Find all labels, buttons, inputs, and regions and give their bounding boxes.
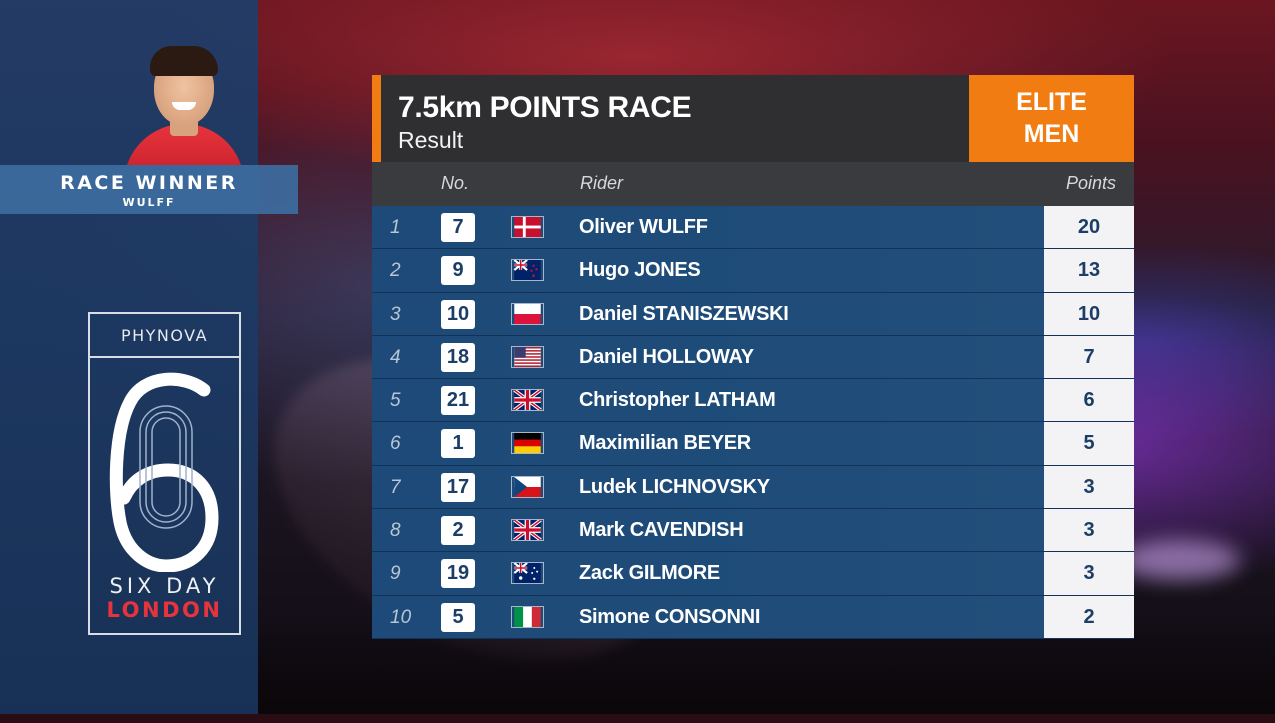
winner-avatar [118,44,250,165]
category-elite: ELITE [1016,88,1087,116]
points-value: 6 [1083,389,1095,412]
rider-number-badge: 21 [441,386,475,416]
race-subtitle: Result [398,127,464,153]
rider-name: Simone CONSONNI [579,605,761,628]
rider-number-badge: 1 [441,429,475,459]
rider-number-badge: 19 [441,559,475,589]
points-value: 3 [1083,519,1095,542]
points-cell: 5 [1044,422,1134,465]
results-panel: 7.5km POINTS RACE Result ELITE MEN No. R… [372,75,1134,639]
flag-icon-gbr [511,389,544,412]
column-header-number: No. [441,173,470,193]
rider-name: Christopher LATHAM [579,389,776,412]
flag-icon-ger [511,432,544,455]
table-row: 4 18 Daniel HOLLOWAY 7 [372,335,1134,380]
flag-icon-ita [511,605,544,628]
points-value: 3 [1083,562,1095,585]
rider-name: Maximilian BEYER [579,432,751,455]
flag-icon-den [511,216,544,238]
points-cell: 13 [1044,249,1134,292]
column-header-points: Points [1065,173,1116,193]
table-row: 5 21 Christopher LATHAM 6 [372,379,1134,423]
points-cell: 3 [1044,509,1134,552]
column-header-rider: Rider [580,173,624,193]
points-value: 5 [1083,432,1095,455]
category-men: MEN [1023,120,1080,148]
position-label: 3 [390,303,401,325]
points-cell: 3 [1044,465,1134,509]
position-label: 9 [390,563,401,585]
rider-number-badge: 18 [441,342,475,372]
table-row: 10 5 Simone CONSONNI 2 [372,595,1134,639]
table-row: 2 9 Hugo JONES 13 [372,249,1134,293]
flag-icon-aus [511,562,544,585]
points-value: 3 [1083,475,1095,498]
rider-name: Oliver WULFF [579,216,708,238]
rider-name: Daniel STANISZEWSKI [579,302,789,325]
column-header-row: No. Rider Points [372,162,1134,206]
points-value: 13 [1077,259,1101,282]
flag-icon-pol [511,302,544,325]
position-label: 1 [390,217,401,238]
results-header: 7.5km POINTS RACE Result ELITE MEN [372,75,1134,162]
position-label: 5 [390,390,401,412]
race-winner-name: WULFF [122,196,176,209]
race-winner-banner: RACE WINNER WULFF [0,165,298,214]
position-label: 8 [390,520,401,542]
table-row: 3 10 Daniel STANISZEWSKI 10 [372,292,1134,336]
points-value: 10 [1077,302,1101,325]
rider-name: Mark CAVENDISH [579,519,744,542]
position-label: 4 [390,346,401,368]
points-cell: 2 [1044,595,1134,638]
flag-icon-nzl [511,259,544,282]
logo-six-day: SIX DAY [109,574,220,598]
rider-name: Hugo JONES [579,259,701,282]
logo-divider [90,356,239,358]
six-day-london-logo: PHYNOVA SIX DAY LONDON [88,312,241,635]
results-table: 1 7 Oliver WULFF 20 2 9 Hugo JONES 13 3 … [372,206,1134,639]
rider-name: Ludek LICHNOVSKY [579,475,770,498]
table-row: 7 17 Ludek LICHNOVSKY 3 [372,465,1134,510]
logo-london: LONDON [106,598,223,622]
table-row: 9 19 Zack GILMORE 3 [372,552,1134,596]
rider-number-badge: 9 [441,256,475,286]
rider-name: Zack GILMORE [579,562,720,585]
table-row: 8 2 Mark CAVENDISH 3 [372,509,1134,553]
category-badge: ELITE MEN [969,75,1134,162]
points-cell: 10 [1044,292,1134,335]
stage-light [1120,540,1240,580]
flag-icon-gbr [511,519,544,542]
rider-number-badge: 17 [441,472,475,502]
table-row: 6 1 Maximilian BEYER 5 [372,422,1134,466]
rider-number-badge: 5 [441,602,475,632]
position-label: 7 [390,476,401,498]
points-cell: 3 [1044,552,1134,595]
flag-icon-cze [511,475,544,498]
sponsor-label: PHYNOVA [120,326,209,345]
position-label: 10 [390,606,412,628]
flag-icon-usa [511,345,544,368]
position-label: 6 [390,433,401,455]
table-row: 1 7 Oliver WULFF 20 [372,206,1134,250]
rider-number-badge: 10 [441,299,475,329]
rider-number-badge: 7 [441,213,475,242]
points-value: 7 [1083,345,1095,368]
points-value: 20 [1077,216,1101,238]
sidebar: PHYNOVA SIX DAY LONDON [0,0,258,714]
points-cell: 6 [1044,379,1134,422]
position-label: 2 [390,260,401,282]
race-title: 7.5km POINTS RACE [398,91,692,124]
rider-name: Daniel HOLLOWAY [579,345,754,368]
six-track-icon [109,372,219,572]
header-accent-bar [372,75,381,162]
points-cell: 7 [1044,335,1134,379]
points-value: 2 [1083,605,1095,628]
points-cell: 20 [1044,206,1134,249]
rider-number-badge: 2 [441,516,475,546]
race-winner-title: RACE WINNER [60,172,238,194]
